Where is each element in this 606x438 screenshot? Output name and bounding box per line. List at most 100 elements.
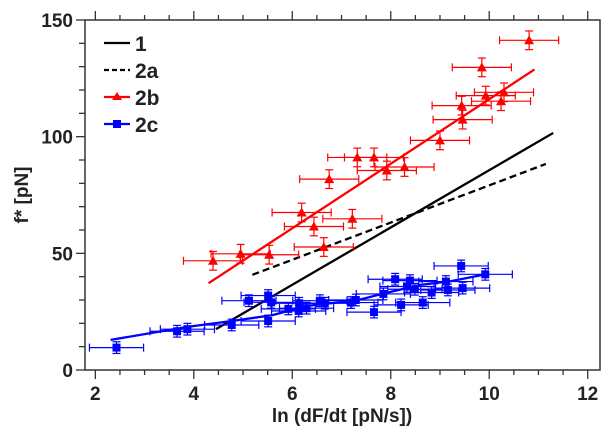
square-marker — [315, 296, 324, 305]
data-point-2b — [374, 157, 435, 177]
legend-label: 1 — [135, 33, 147, 56]
triangle-marker — [208, 255, 219, 265]
square-marker — [427, 288, 436, 297]
data-point-2b — [451, 57, 512, 78]
triangle-marker — [347, 213, 358, 223]
plot-frame — [84, 19, 601, 371]
square-marker — [346, 298, 355, 307]
square-marker — [441, 277, 450, 286]
square-marker — [379, 289, 388, 298]
square-marker — [481, 270, 490, 279]
data-point-2c — [240, 314, 296, 328]
data-point-2c — [88, 341, 145, 355]
triangle-marker — [235, 248, 246, 258]
data-point-2b — [432, 109, 493, 130]
square-marker — [391, 275, 400, 284]
triangle-marker — [456, 100, 467, 110]
data-point-2c — [323, 296, 379, 309]
x-tick-label: 12 — [577, 384, 598, 405]
triangle-marker — [524, 35, 535, 45]
square-marker — [418, 298, 427, 307]
square-marker — [183, 325, 192, 334]
triangle-marker — [399, 162, 410, 171]
x-tick-label: 8 — [385, 384, 396, 405]
data-point-2c — [149, 324, 205, 338]
triangle-marker — [264, 249, 275, 259]
data-point-2c — [433, 259, 489, 273]
triangle-marker — [496, 96, 507, 106]
square-marker — [264, 291, 273, 300]
square-marker — [227, 320, 236, 329]
triangle-marker — [308, 221, 319, 231]
data-point-2b — [238, 244, 300, 265]
triangle-marker — [296, 207, 307, 217]
triangle-marker — [480, 90, 491, 100]
y-axis-label: f* [pN] — [12, 167, 33, 224]
square-marker — [302, 304, 311, 313]
square-marker — [351, 296, 360, 304]
legend-item-2b: 2b — [104, 87, 160, 110]
triangle-marker — [381, 165, 392, 175]
y-tick-label: 150 — [41, 11, 73, 32]
data-point-2c — [355, 287, 412, 301]
square-marker — [112, 343, 121, 352]
y-tick-label: 100 — [41, 128, 73, 149]
triangle-marker — [112, 92, 122, 100]
x-tick-label: 2 — [90, 384, 101, 405]
x-tick-label: 4 — [189, 384, 200, 405]
square-marker — [294, 306, 303, 315]
legend-item-1: 1 — [104, 33, 147, 56]
triangle-marker — [324, 174, 335, 184]
axes: 2 4 6 8 10 12 0 50 100 150 — [41, 11, 601, 405]
data-point-2b — [473, 82, 535, 103]
square-marker — [410, 285, 419, 294]
data-point-2b — [299, 169, 360, 190]
data-point-2b — [271, 202, 332, 223]
square-marker — [173, 327, 182, 336]
square-marker — [264, 317, 273, 325]
data-point-2b — [343, 147, 405, 168]
plot-area — [88, 30, 560, 355]
legend-item-2a: 2a — [104, 60, 159, 83]
square-marker — [320, 299, 329, 308]
square-marker — [284, 304, 293, 313]
square-marker — [397, 300, 406, 309]
legend-label: 2b — [135, 87, 160, 110]
x-tick-label: 6 — [287, 384, 298, 405]
y-tick-label: 50 — [52, 244, 73, 265]
series-line-2a — [251, 162, 547, 276]
legend-label: 2c — [135, 114, 159, 137]
data-point-2c — [221, 294, 277, 308]
data-point-2c — [240, 289, 296, 302]
legend-label: 2a — [135, 60, 159, 83]
triangle-marker — [434, 135, 445, 145]
data-point-2b — [409, 130, 471, 151]
data-point-2b — [498, 30, 560, 51]
triangle-marker — [498, 87, 509, 97]
square-marker — [443, 285, 452, 294]
data-point-2c — [204, 318, 260, 332]
y-tick-label: 0 — [62, 361, 73, 382]
data-point-2c — [297, 296, 353, 310]
x-axis-label: ln (dF/dt [pN/s]) — [272, 406, 412, 427]
square-marker — [267, 298, 276, 307]
square-marker — [113, 120, 121, 128]
legend: 1 2a 2b 2c — [104, 33, 160, 137]
data-point-2c — [395, 296, 451, 309]
square-marker — [244, 296, 253, 305]
legend-item-2c: 2c — [104, 114, 159, 137]
data-point-2c — [434, 281, 491, 295]
square-marker — [457, 261, 466, 270]
data-point-2b — [322, 208, 383, 229]
square-marker — [402, 282, 411, 291]
square-marker — [458, 284, 467, 293]
x-tick-label: 10 — [479, 384, 500, 405]
triangle-marker — [457, 114, 468, 124]
square-marker — [370, 308, 379, 317]
triangle-marker — [369, 152, 380, 162]
triangle-marker — [476, 62, 487, 72]
data-point-2b — [431, 95, 492, 116]
data-point-2b — [293, 237, 354, 257]
data-point-2c — [159, 322, 216, 336]
